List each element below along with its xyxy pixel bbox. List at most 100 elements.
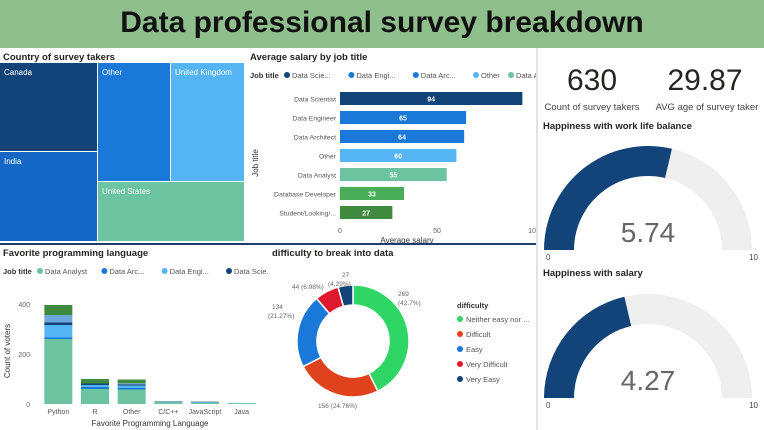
stacked-bar-segment [81,385,109,387]
gauge-title-salary: Happiness with salary [543,268,643,279]
x-tick-label: 50 [433,228,441,235]
legend-marker [284,72,290,78]
x-tick-label: Java [234,409,249,416]
legend-title: Job title [250,71,279,80]
legend-label: Data Scie... [234,267,268,276]
stacked-bar-segment [44,322,73,325]
category-label: Other [319,154,337,161]
legend-label: Data Engi... [170,267,209,276]
stacked-bar-segment [117,379,146,384]
legend-marker [161,268,168,274]
category-label: Data Engineer [293,116,337,123]
treemap-tile-label: India [4,157,22,166]
legend-marker [508,72,514,78]
legend-marker [457,376,463,382]
donut-slice [302,356,379,398]
salary-bar-chart: Job title Data Scie... Data Engi... Data Ar… [250,71,536,243]
stacked-bar-segment [117,388,146,390]
salary-bar [340,206,393,219]
salary-bar [340,187,405,200]
treemap-tile-label: United States [102,187,150,196]
stacked-bar-segment [154,401,183,403]
dashboard-title: Data professional survey breakdown [120,6,644,39]
treemap-tile-label: Canada [4,68,33,77]
stacked-bar-segment [81,387,109,389]
data-label: 27 [362,211,370,218]
legend-label: Very Easy [466,375,500,384]
treemap-tile [98,182,244,241]
donut-slice [337,284,354,308]
legend-marker [412,72,419,78]
data-label: 94 [427,97,435,104]
x-tick-label: JavaScript [189,409,222,416]
legend-marker [457,331,463,337]
salary-bar [340,168,447,181]
legend-marker [101,268,108,274]
data-label: 65 [399,116,407,123]
x-tick-label: Python [47,409,69,416]
category-label: Database Developer [274,192,337,199]
salary-bar [340,130,465,143]
language-chart-title: Favorite programming language [3,248,149,259]
treemap-tile [98,63,170,181]
legend-label: Data Analyst [45,267,88,276]
stacked-bar-segment [117,384,146,386]
legend-label: Data Arc... [109,267,144,276]
treemap-tile-label: Other [102,68,122,77]
worklife-gauge: 5.74 0 10 [544,145,759,262]
country-treemap: Canada Other United Kingdom India United Sta… [0,63,244,241]
gauge-min-label: 0 [546,253,551,262]
x-axis-label: Favorite Programming Language [92,419,210,428]
category-label: Data Scientist [294,97,336,104]
data-label: 27 [342,272,350,279]
panel-divider [0,243,537,245]
count-card-value: 630 [566,64,618,97]
legend-label: Data Anal... [516,71,536,80]
category-label: Student/Looking/... [279,211,336,218]
legend-marker [457,316,463,322]
x-tick-label: R [92,409,97,416]
legend-marker [348,72,355,78]
category-label: Data Architect [294,135,336,142]
legend-label: Very Difficult [466,360,508,369]
stacked-bar-segment [44,325,73,338]
stacked-bar-segment [117,383,146,385]
y-axis-label: Count of voters [3,324,12,378]
stacked-bar-segment [117,385,146,388]
legend-title: difficulty [457,301,489,310]
salary-gauge: 4.27 0 10 [544,294,759,410]
data-label: 60 [394,154,402,161]
salary-bar [340,92,523,105]
age-card-value: 29.87 [667,64,743,97]
legend-marker [226,268,232,274]
treemap-tile [0,152,97,241]
stacked-bar-segment [154,402,183,404]
legend-label: Other [481,71,500,80]
legend-label: Neither easy nor ... [466,315,529,324]
x-tick-label: Other [123,409,141,416]
language-stacked-chart: Job title Data Analyst Data Arc... Data Eng… [3,267,268,428]
stacked-bar-segment [44,305,73,315]
gauge-max-label: 10 [749,401,758,410]
data-label: (21.27%) [268,313,294,320]
gauge-max-label: 10 [749,253,758,262]
stacked-bar-segment [44,337,73,339]
gauge-value: 5.74 [621,217,676,248]
data-label: 55 [389,173,397,180]
x-tick-label: 0 [338,228,342,235]
treemap-tile [0,63,97,151]
salary-bar [340,111,467,124]
legend-label: Easy [466,345,483,354]
age-card-label: AVG age of survey taker [655,102,759,113]
data-label: (4.29%) [328,281,351,288]
stacked-bar-segment [44,339,73,404]
legend-marker [457,346,463,352]
count-card-label: Count of survey takers [544,102,640,113]
donut-chart-title: difficulty to break into data [272,248,394,259]
legend-label: Data Scie... [292,71,331,80]
salary-chart-title: Average salary by job title [250,52,368,63]
stacked-bar-segment [191,402,219,404]
gauge-value: 4.27 [621,365,676,396]
gauge-fill [544,296,632,398]
stacked-bar-segment [44,315,73,323]
